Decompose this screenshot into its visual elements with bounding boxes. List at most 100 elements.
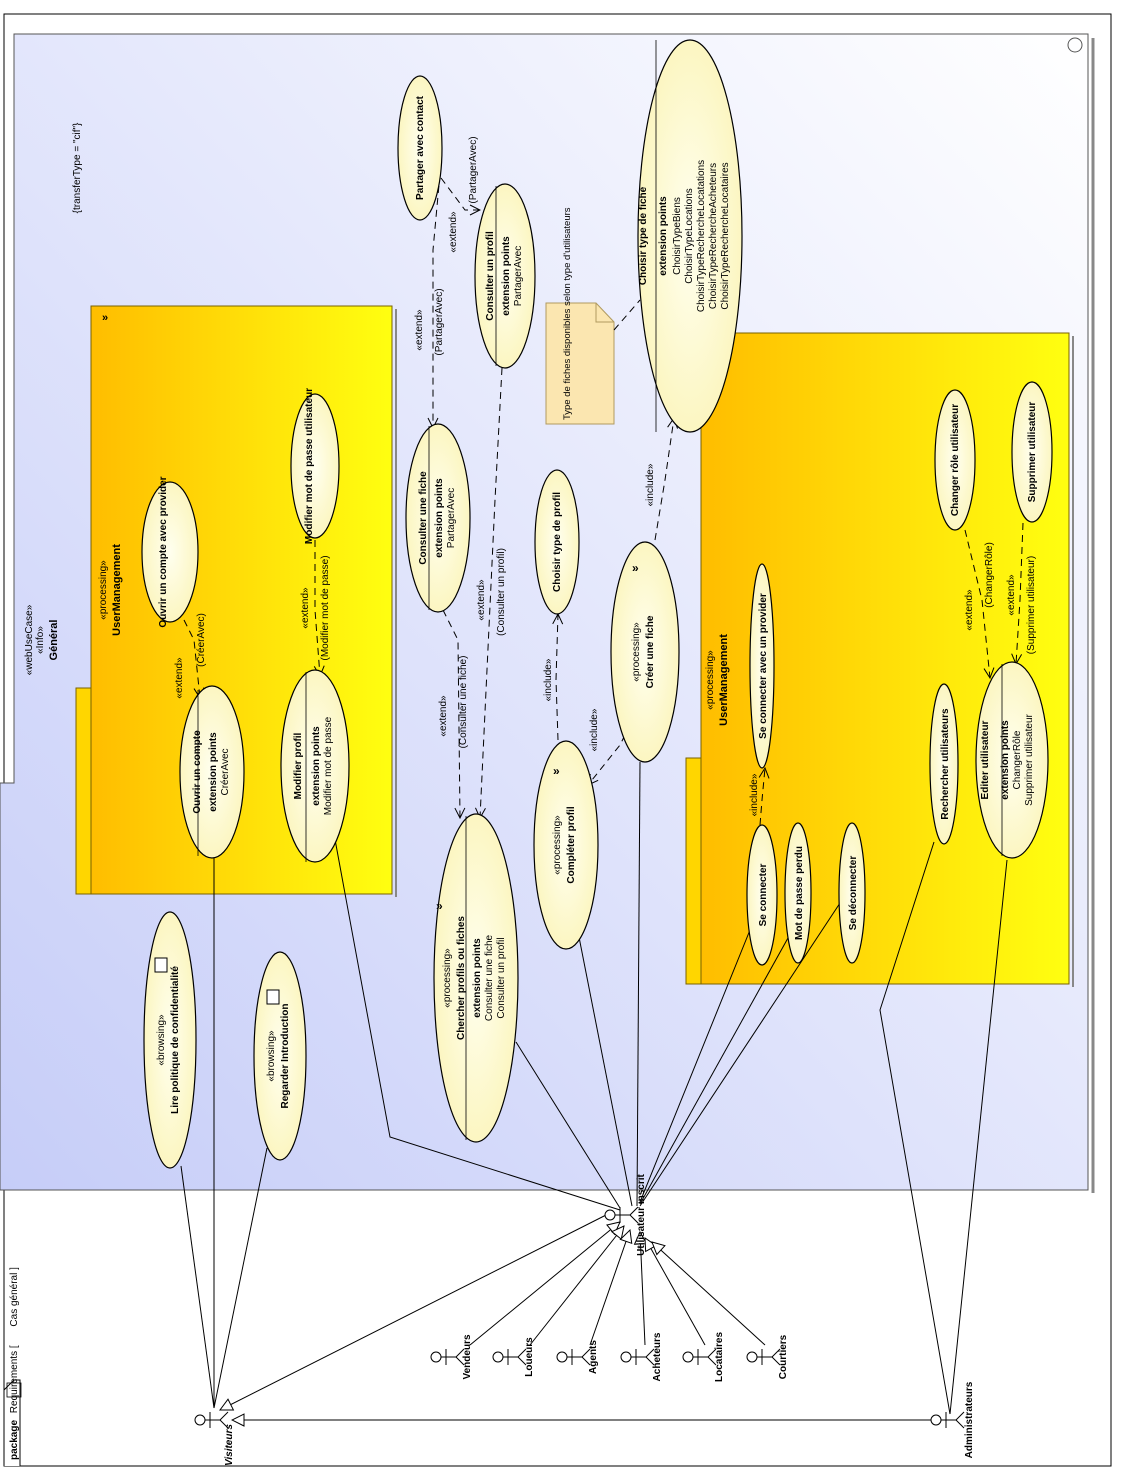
general-title: Général <box>48 620 60 661</box>
usecase-ouvrir-compte-provider[interactable]: Ouvrir un compte avec provider <box>141 476 199 628</box>
usecase-creer-fiche[interactable]: » «processing» Créer une fiche <box>610 541 680 763</box>
usecase-se-connecter-provider[interactable]: Se connecter avec un provider <box>749 563 775 769</box>
usecase-chercher[interactable]: » «processing» Chercher profils ou fiche… <box>433 813 519 1143</box>
cond-label: (ChangerRôle) <box>984 542 995 608</box>
svg-text:package Requirements [: package Requirements [ Cas général ] <box>9 1267 20 1460</box>
actor-courtiers[interactable]: Courtiers <box>746 1334 789 1379</box>
browsing-icon <box>154 957 168 973</box>
pkg2-title: UserManagement <box>718 634 730 726</box>
actor-vendeurs[interactable]: Vendeurs <box>430 1334 473 1380</box>
actor-visiteurs[interactable]: Visiteurs <box>194 1411 235 1466</box>
cond-label: (Supprimer utilisateur) <box>1026 556 1037 654</box>
usecase-stereotype: «processing» <box>631 622 642 682</box>
general-stereotype-1: «webUseCase» <box>24 604 35 675</box>
extension-points-header: extension points <box>501 236 512 316</box>
extension-point: Supprimer utilisateur <box>1024 713 1035 805</box>
extend-label: «extend» <box>448 211 459 253</box>
usecase-choisir-type-profil[interactable]: Choisir type de profil <box>534 469 580 615</box>
usecase-partager-contact[interactable]: Partager avec contact <box>397 75 443 221</box>
usecase-stereotype: «processing» <box>442 948 453 1008</box>
usecase-se-deconnecter[interactable]: Se déconnecter <box>838 822 866 964</box>
usecase-label: Compléter profil <box>566 806 577 883</box>
frame-tab <box>3 1379 21 1466</box>
pkg1-title: UserManagement <box>111 544 123 636</box>
usecase-lire-politique[interactable]: «browsing» Lire politique de confidentia… <box>143 911 197 1169</box>
package-expand-icon: » <box>102 312 108 324</box>
actor-label: Agents <box>588 1340 599 1374</box>
association-lines <box>180 761 1008 1415</box>
usecase-ouvrir-compte[interactable]: Ouvrir un compte extension points CréerA… <box>179 685 245 859</box>
stick-figure-icon <box>556 1348 591 1366</box>
cond-label: (PartagerAvec) <box>434 288 445 355</box>
usecase-label: Modifier mot de passe utilisateur <box>304 388 315 544</box>
usecase-label: Changer rôle utilisateur <box>950 404 961 516</box>
actor-agents[interactable]: Agents <box>556 1340 599 1374</box>
usecase-modifier-profil[interactable]: Modifier profil extension points Modifie… <box>280 669 350 863</box>
extend-label: «extend» <box>300 587 311 629</box>
usecase-consulter-profil[interactable]: Consulter un profil extension points Par… <box>474 183 536 369</box>
stick-figure-icon <box>604 1206 639 1224</box>
usecase-modifier-mdp[interactable]: Modifier mot de passe utilisateur <box>290 388 340 544</box>
note-anchor <box>613 299 641 331</box>
usecase-completer-profil[interactable]: » «processing» Compléter profil <box>533 740 599 950</box>
stick-figure-icon <box>492 1348 527 1366</box>
usecase-label: Ouvrir un compte avec provider <box>158 476 169 627</box>
usecase-stereotype: «browsing» <box>266 1030 277 1082</box>
include-label: «include» <box>543 658 554 701</box>
extension-point: PartagerAvec <box>446 488 457 548</box>
usecase-label: Mot de passe perdu <box>794 846 805 940</box>
usecase-consulter-fiche[interactable]: Consulter une fiche extension points Par… <box>405 423 471 613</box>
include-label: «include» <box>749 773 760 816</box>
usecase-mot-de-passe-perdu[interactable]: Mot de passe perdu <box>784 822 812 964</box>
usecase-label: Ouvrir un compte <box>192 730 203 814</box>
usecase-regarder-intro[interactable]: «browsing» Regarder Introduction <box>253 951 307 1161</box>
pkg1-stereotype: «processing» <box>98 560 109 620</box>
web-package-icon <box>1067 37 1083 53</box>
actor-locataires[interactable]: Locataires <box>682 1332 725 1382</box>
generalization-lines <box>220 1211 940 1420</box>
extension-point: ChoisirTypeBiens <box>672 197 683 275</box>
actor-label: Utilisateur inscrit <box>636 1173 647 1255</box>
extension-point: ChoisirTypeRechercheLocatations <box>696 160 707 312</box>
cond-label: (CréerAvec) <box>196 613 207 667</box>
actor-administrateurs[interactable]: Administrateurs <box>930 1381 975 1458</box>
actor-label: Acheteurs <box>652 1332 663 1381</box>
actor-label: Loueurs <box>524 1337 535 1377</box>
usecase-label: Choisir type de profil <box>552 492 563 592</box>
usecase-editer-utilisateur[interactable]: Editer utilisateur extension points Chan… <box>975 661 1049 859</box>
usecase-label: Chercher profils ou fiches <box>456 916 467 1040</box>
extension-points-header: extension points <box>208 732 219 812</box>
extend-label: «extend» <box>476 579 487 621</box>
actor-label: Courtiers <box>778 1334 789 1379</box>
extension-points-header: extension points <box>434 478 445 558</box>
cond-label: (Modifier mot de passe) <box>320 555 331 660</box>
cond-label: (PartagerAvec) <box>468 136 479 203</box>
stick-figure-icon <box>930 1411 965 1429</box>
usecase-stereotype: «browsing» <box>156 1014 167 1066</box>
usecase-se-connecter[interactable]: Se connecter <box>746 824 778 966</box>
actor-loueurs[interactable]: Loueurs <box>492 1337 535 1377</box>
diagram-icon <box>6 1382 22 1398</box>
usecase-label: Se déconnecter <box>848 856 859 931</box>
usecase-label: Lire politique de confidentialité <box>170 966 181 1114</box>
usecase-changer-role[interactable]: Changer rôle utilisateur <box>934 389 976 531</box>
browsing-icon <box>266 989 280 1005</box>
extend-label: «extend» <box>964 589 975 631</box>
cond-label: (Consulter un profil) <box>496 548 507 636</box>
usecase-label: Supprimer utilisateur <box>1027 402 1038 503</box>
transfer-type-constraint: {transferType = "cif"} <box>72 122 83 213</box>
actor-acheteurs[interactable]: Acheteurs <box>620 1332 663 1381</box>
extend-label: «extend» <box>414 309 425 351</box>
note-fiche-types[interactable]: Type de fiches disponibles selon type d'… <box>545 207 615 425</box>
usecase-label: Partager avec contact <box>415 95 426 200</box>
usecase-rechercher-utilisateurs[interactable]: Rechercher utilisateurs <box>929 683 959 845</box>
extend-label: «extend» <box>438 695 449 737</box>
extension-point: CréerAvec <box>220 748 231 795</box>
stick-figure-icon <box>746 1348 781 1366</box>
actor-utilisateur-inscrit[interactable]: Utilisateur inscrit <box>604 1173 647 1256</box>
stick-figure-icon <box>620 1348 655 1366</box>
include-label: «include» <box>645 463 656 506</box>
usecase-supprimer-utilisateur[interactable]: Supprimer utilisateur <box>1011 381 1053 523</box>
usecase-choisir-type-fiche[interactable]: Choisir type de fiche extension points C… <box>637 39 743 433</box>
